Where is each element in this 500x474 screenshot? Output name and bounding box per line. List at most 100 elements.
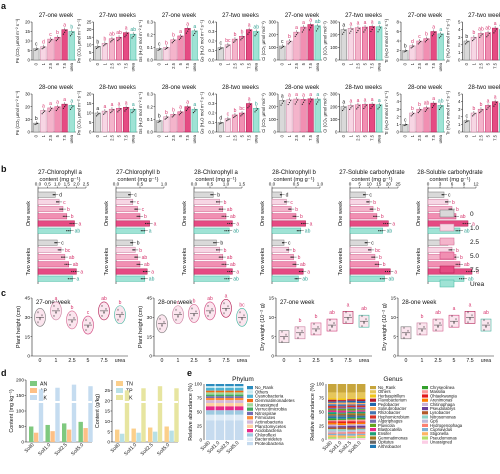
- data-point: [388, 270, 391, 273]
- bar: [409, 112, 416, 133]
- data-point: [136, 208, 138, 210]
- x-tick-label: 0: [34, 62, 39, 65]
- stack-segment: [328, 402, 337, 405]
- stack-segment: [206, 392, 215, 395]
- data-point: [57, 201, 59, 203]
- chart-title: 27-two weeks: [222, 13, 259, 19]
- chart-title: 28-one week: [158, 300, 193, 306]
- y-tick-label: 0: [21, 440, 24, 446]
- data-point: [159, 120, 162, 122]
- stack-segment: [337, 435, 347, 438]
- data-point: [223, 215, 225, 217]
- data-point: [295, 278, 298, 280]
- x-tick-label: 1: [299, 358, 302, 364]
- significance-letter: c: [87, 310, 90, 316]
- data-point: [488, 105, 490, 107]
- stack-segment: [215, 403, 225, 407]
- x-tick-label: 7.5: [62, 134, 67, 140]
- data-point: [474, 37, 476, 39]
- data-point: [215, 242, 217, 244]
- legend-swatch: [116, 381, 123, 386]
- legend-swatch: [370, 419, 376, 423]
- data-point: [65, 215, 67, 217]
- y-tick-label: 30: [25, 315, 31, 321]
- bar: [123, 32, 130, 61]
- significance-letter: a: [394, 269, 397, 275]
- significance-letter: b: [119, 300, 122, 306]
- data-point: [104, 44, 106, 46]
- bar: [101, 43, 108, 61]
- significance-letter: b: [56, 30, 59, 36]
- y-tick-label: 300: [269, 20, 277, 25]
- data-point: [137, 263, 139, 265]
- data-point: [142, 230, 144, 232]
- y-tick-label: 200: [330, 104, 338, 109]
- data-point: [285, 333, 287, 336]
- data-point: [97, 46, 99, 49]
- data-point: [54, 242, 56, 244]
- legend-swatch: [247, 386, 253, 390]
- stack-segment: [347, 429, 356, 431]
- data-point: [71, 321, 73, 323]
- data-point: [424, 41, 426, 43]
- y-axis-label: Ci (CO₂ μmol mol⁻¹): [261, 93, 266, 133]
- stack-segment: [337, 392, 347, 399]
- data-point: [71, 278, 73, 280]
- data-point: [467, 311, 469, 314]
- legend-swatch: [422, 411, 428, 415]
- data-point: [52, 194, 54, 196]
- legend-swatch: [422, 398, 428, 402]
- data-point: [175, 318, 177, 321]
- significance-letter: ab: [130, 27, 136, 33]
- group-label: One week: [416, 201, 422, 226]
- stack-segment: [347, 392, 356, 399]
- bar: [271, 275, 299, 282]
- data-point: [331, 326, 333, 328]
- data-point: [132, 249, 134, 251]
- stack-segment: [215, 414, 225, 421]
- y-tick-label: 0.2: [147, 32, 154, 37]
- stack-segment: [206, 406, 215, 411]
- data-point: [474, 112, 476, 115]
- y-tick-label: 0: [397, 58, 400, 63]
- data-point: [218, 249, 220, 251]
- stack-segment: [328, 384, 337, 393]
- data-point: [36, 122, 39, 124]
- x-tick-label: 0.0: [269, 182, 276, 187]
- stack-segment: [347, 400, 356, 403]
- significance-letter: bc: [225, 38, 231, 44]
- legend-label: Unassigned: [255, 402, 279, 407]
- group-label: Two weeks: [104, 248, 110, 276]
- bar: [231, 114, 239, 133]
- data-point: [466, 42, 468, 44]
- data-point: [111, 40, 113, 42]
- data-point: [471, 314, 473, 317]
- significance-letter: c: [35, 42, 38, 48]
- legend-swatch: [422, 415, 428, 419]
- significance-letter: a: [364, 97, 367, 103]
- legend-swatch: [370, 386, 376, 390]
- data-point: [129, 194, 131, 196]
- y-axis-label: Gs (H₂O mol m⁻² s⁻¹): [138, 19, 143, 62]
- stack-segment: [215, 394, 225, 397]
- data-point: [224, 230, 226, 232]
- data-point: [239, 311, 241, 314]
- stack-segment: [347, 404, 356, 406]
- x-tick-label: Soil2.5: [140, 442, 155, 457]
- data-point: [411, 114, 413, 116]
- data-point: [438, 37, 441, 39]
- legend-label: Unassigned: [430, 440, 453, 445]
- data-point: [487, 107, 489, 109]
- data-point: [225, 308, 227, 311]
- stack-segment: [337, 419, 347, 422]
- data-point: [292, 256, 294, 258]
- y-axis-label: Pn (CO₂ μmol m⁻² s⁻¹): [15, 90, 20, 135]
- stack-segment: [347, 411, 356, 414]
- x-tick-label: urea: [481, 358, 491, 364]
- significance-letter: ab: [389, 277, 395, 283]
- bar: [115, 268, 148, 275]
- x-tick-label: 1: [410, 62, 415, 65]
- data-point: [405, 50, 408, 52]
- stack-segment: [356, 421, 366, 423]
- stack-segment: [337, 402, 347, 405]
